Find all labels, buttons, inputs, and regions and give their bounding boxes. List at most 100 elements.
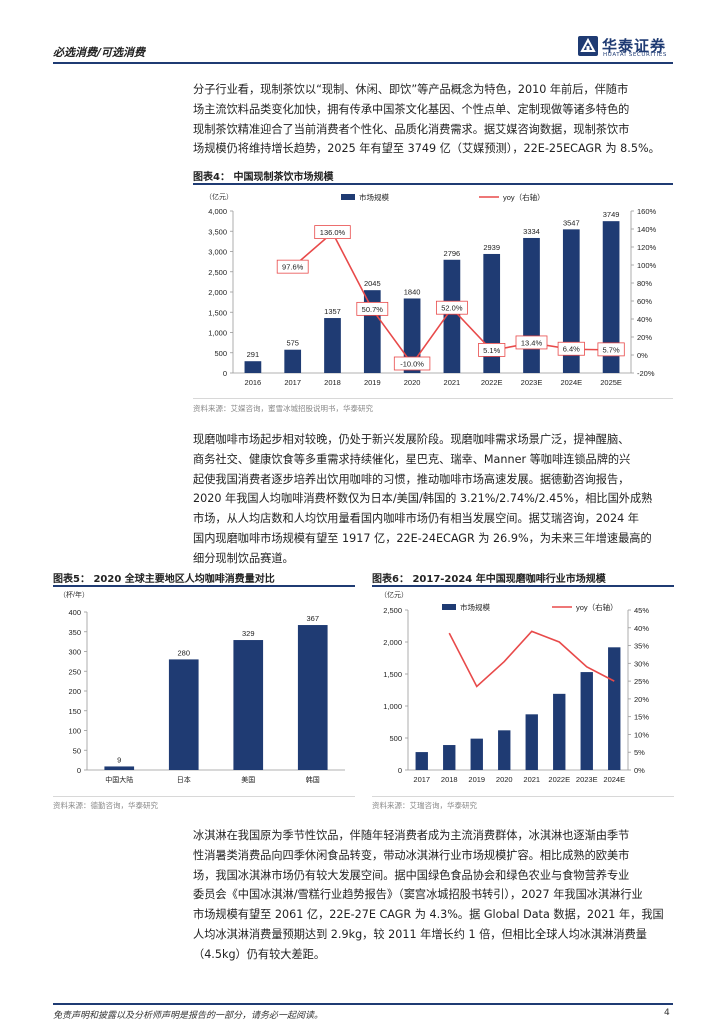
figure5-divider xyxy=(53,796,355,797)
legend-bar-label: 市场规模 xyxy=(460,602,490,612)
y-tick-label: 100 xyxy=(68,727,81,736)
bar-中国大陆 xyxy=(104,766,135,770)
bar-value-label: 329 xyxy=(242,629,255,638)
paragraph-line: 场，我国冰淇淋市场仍有较大发展空间。据中国绿色食品协会和绿色农业与食物营养专业 xyxy=(193,868,630,882)
bar-2020 xyxy=(403,298,421,373)
yoy-label: -10.0% xyxy=(400,360,424,369)
paragraph-line: 场规模仍将维持增长趋势，2025 年有望至 3749 亿（艾媒预测），22E-2… xyxy=(193,142,660,156)
footer-rule xyxy=(53,1003,673,1005)
figure4-title-rule xyxy=(193,183,673,185)
y2-tick-label: 40% xyxy=(637,315,652,324)
yoy-label-box xyxy=(356,301,389,316)
figure5-title: 图表5： 2020 全球主要地区人均咖啡消费量对比 xyxy=(53,574,275,585)
y-tick-label: 2,000 xyxy=(383,638,402,647)
x-tick-label: 韩国 xyxy=(306,775,320,784)
bar-2023E xyxy=(523,237,540,373)
figure4-divider xyxy=(193,398,673,399)
logo-text-cn: 华泰证券 xyxy=(602,37,667,55)
yoy-label-box xyxy=(393,356,431,371)
y2-tick-label: 100% xyxy=(637,261,657,270)
yoy-label-box xyxy=(314,225,351,239)
bar-韩国 xyxy=(297,625,328,770)
bar-2025E xyxy=(602,221,620,373)
y-tick-label: 2,500 xyxy=(208,268,227,277)
yoy-label: 5.7% xyxy=(603,345,620,354)
paragraph-line: 起使我国消费者逐步培养出饮用咖啡的习惯，推动咖啡市场高速发展。据德勤咨询报告， xyxy=(193,472,630,486)
figure4-source: 资料来源：艾媒咨询，蜜雪冰城招股说明书，华泰研究 xyxy=(193,404,373,413)
y-tick-label: 1,500 xyxy=(383,670,402,679)
paragraph-line: 场主流饮料品类变化加快，拥有传承中国茶文化基因、个性点单、定制现做等诸多特色的 xyxy=(193,102,630,116)
yoy-label-box xyxy=(478,343,506,357)
y2-tick-label: 20% xyxy=(634,695,649,704)
bar-2017 xyxy=(284,349,302,373)
yoy-label-box xyxy=(515,335,548,350)
x-tick-label: 2021 xyxy=(523,775,540,784)
y2-tick-label: 15% xyxy=(634,713,649,722)
bar-value-label: 2939 xyxy=(483,243,500,252)
yoy-line xyxy=(448,630,615,688)
y2-tick-label: 140% xyxy=(637,225,657,234)
y-tick-label: 150 xyxy=(68,707,81,716)
x-tick-label: 2024E xyxy=(603,775,625,784)
x-tick-label: 2025E xyxy=(600,378,622,387)
paragraph-line: 细分现制饮品赛道。 xyxy=(193,551,294,565)
y2-tick-label: 0% xyxy=(637,351,648,360)
y-tick-label: 0 xyxy=(223,369,227,378)
bar-value-label: 3749 xyxy=(603,210,620,219)
y2-tick-label: 20% xyxy=(637,333,652,342)
y-tick-label: 400 xyxy=(68,608,81,617)
footer-disclaimer: 免责声明和披露以及分析师声明是报告的一部分，请务必一起阅读。 xyxy=(53,1011,324,1021)
y-tick-label: 0 xyxy=(398,766,402,775)
bar-2024E xyxy=(562,229,580,373)
bar-value-label: 9 xyxy=(117,755,121,764)
yoy-label-box xyxy=(435,300,468,315)
figure4-chart: （亿元） 0 500 1,000 1,500 2,000 2,500 3,000 3,500 4,… xyxy=(205,192,657,387)
figure6-title: 图表6： 2017-2024 年中国现磨咖啡行业市场规模 xyxy=(372,574,606,585)
y-tick-label: 350 xyxy=(68,628,81,637)
bar-2024E xyxy=(608,647,621,770)
yoy-label: 136.0% xyxy=(320,228,346,237)
company-logo: 华泰证券 HUATAI SECURITIES xyxy=(578,34,674,60)
figure5-chart: （杯/年） 0 50 100 150 200 250 300 350 400 9 280 329 367 中… xyxy=(59,590,345,784)
x-tick-label: 2018 xyxy=(324,378,341,387)
bar-value-label: 280 xyxy=(177,648,190,657)
x-tick-label: 日本 xyxy=(177,775,191,784)
y-tick-label: 50 xyxy=(73,746,81,755)
bar-value-label: 2045 xyxy=(364,279,381,288)
bar-2023E xyxy=(580,672,593,770)
bar-value-label: 291 xyxy=(247,350,260,359)
x-tick-label: 2021 xyxy=(444,378,461,387)
page-number: 4 xyxy=(664,1008,670,1018)
paragraph-line: 人均冰淇淋消费量预期达到 2.9kg，较 2011 年增长约 1 倍，但相比全球… xyxy=(193,927,647,941)
bar-2021 xyxy=(443,259,461,373)
y-tick-label: 500 xyxy=(389,734,402,743)
paragraph-tea: 分子行业看，现制茶饮以“现制、休闲、即饮”等产品概念为特色，2010 年前后，伴… xyxy=(193,80,673,159)
paragraph-line: 冰淇淋在我国原为季节性饮品，伴随年轻消费者成为主流消费群体，冰淇淋也逐渐由季节 xyxy=(193,829,630,842)
bar-2021 xyxy=(525,714,538,770)
bar-value-label: 3334 xyxy=(523,227,540,236)
figure6-chart: （亿元） 0 500 1,000 1,500 2,000 2,500 0% 5% 10% 15% 20… xyxy=(380,590,649,784)
x-tick-label: 2020 xyxy=(404,378,421,387)
x-tick-label: 2019 xyxy=(364,378,381,387)
legend-bar-swatch xyxy=(442,604,456,610)
yoy-label: 6.4% xyxy=(563,345,580,354)
yoy-label: 5.1% xyxy=(483,346,500,355)
bar-美国 xyxy=(233,640,264,770)
figure6-source: 资料来源：艾瑞咨询，华泰研究 xyxy=(372,801,477,810)
y-tick-label: 4,000 xyxy=(208,207,227,216)
y-tick-label: 300 xyxy=(68,648,81,657)
figure4-title: 图表4： 中国现制茶饮市场规模 xyxy=(193,172,334,183)
paragraph-icecream: 冰淇淋在我国原为季节性饮品，伴随年轻消费者成为主流消费群体，冰淇淋也逐渐由季节 … xyxy=(193,826,673,965)
bar-value-label: 367 xyxy=(306,614,319,623)
y2-tick-label: 60% xyxy=(637,297,652,306)
legend-line-label: yoy（右轴） xyxy=(503,192,545,202)
y-tick-label: 1,500 xyxy=(208,308,227,317)
x-tick-label: 2017 xyxy=(413,775,430,784)
x-tick-label: 2018 xyxy=(441,775,458,784)
yoy-label: 50.7% xyxy=(362,305,384,314)
paragraph-line: （4.5kg）仍有较大差距。 xyxy=(193,947,326,961)
x-tick-label: 2022E xyxy=(548,775,570,784)
y2-tick-label: 40% xyxy=(634,624,649,633)
x-tick-label: 美国 xyxy=(241,775,255,784)
paragraph-line: 商务社交、健康饮食等多重需求持续催化，星巴克、瑞幸、Manner 等咖啡连锁品牌… xyxy=(193,452,631,466)
